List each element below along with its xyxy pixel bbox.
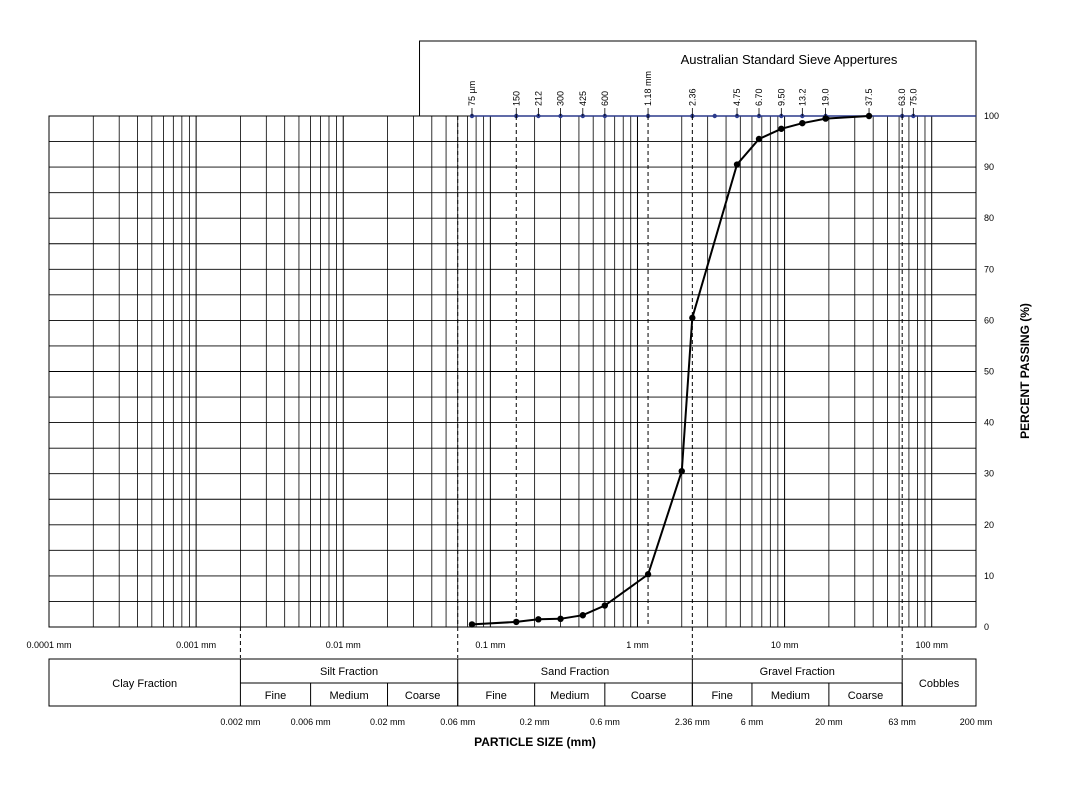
x-tick-label: 1 mm	[626, 640, 649, 650]
grid	[48, 115, 977, 628]
sieve-label: 75 µm	[467, 81, 477, 106]
y-tick-label: 90	[984, 162, 994, 172]
data-point	[468, 621, 476, 628]
data-point	[579, 612, 587, 619]
data-point	[733, 161, 741, 168]
fraction-boundary-label: 0.06 mm	[440, 717, 475, 727]
subfraction-label: Coarse	[848, 690, 883, 702]
subfraction-label: Medium	[550, 690, 589, 702]
data-point	[557, 615, 564, 623]
data-point	[799, 119, 806, 127]
x-axis-label: PARTICLE SIZE (mm)	[474, 735, 596, 749]
y-tick-label: 100	[984, 111, 999, 121]
sieve-header: Australian Standard Sieve Appertures 75 …	[419, 40, 977, 119]
sieve-box-frame	[419, 40, 977, 116]
data-point	[601, 602, 609, 609]
y-tick-label: 0	[984, 622, 989, 632]
y-tick-label: 70	[984, 264, 994, 274]
sieve-label: 19.0	[821, 88, 831, 106]
fraction-label: Clay Fraction	[112, 678, 177, 690]
subfraction-label: Fine	[485, 690, 506, 702]
sieve-label: 150	[511, 91, 521, 106]
dashed-lines	[239, 116, 903, 658]
fraction-boundary-label: 0.006 mm	[291, 717, 331, 727]
subfraction-label: Fine	[265, 690, 286, 702]
x-tick-label: 0.01 mm	[326, 640, 361, 650]
subfraction-label: Medium	[771, 690, 810, 702]
sieve-label: 75.0	[908, 88, 918, 106]
x-tick-label: 0.1 mm	[475, 640, 505, 650]
y-axis: 0 10 20 30 40 50 60 70 80 90 100	[984, 111, 999, 632]
sieve-label: 2.36	[687, 88, 697, 106]
fraction-boundary-label: 20 mm	[815, 717, 843, 727]
fraction-boundary-label: 200 mm	[960, 717, 993, 727]
data-point	[678, 467, 685, 475]
sieve-label: 212	[533, 91, 543, 106]
subfraction-label: Coarse	[631, 690, 666, 702]
data-point	[755, 135, 763, 143]
fraction-boundary-label: 0.6 mm	[590, 717, 620, 727]
x-tick-label: 0.001 mm	[176, 640, 216, 650]
subfraction-label: Medium	[329, 690, 368, 702]
fraction-boundary-label: 63 mm	[888, 717, 916, 727]
fraction-label: Gravel Fraction	[760, 666, 835, 678]
fraction-boundary-label: 2.36 mm	[675, 717, 710, 727]
x-axis: 0.0001 mm 0.001 mm 0.01 mm 0.1 mm 1 mm 10 mm 1…	[26, 640, 947, 650]
y-tick-label: 50	[984, 367, 994, 377]
sieve-label: 6.70	[754, 88, 764, 106]
y-tick-label: 60	[984, 315, 994, 325]
series-layer	[468, 112, 873, 628]
sieve-label: 4.75	[732, 88, 742, 106]
sieve-title: Australian Standard Sieve Appertures	[681, 52, 898, 67]
subfraction-label: Coarse	[405, 690, 440, 702]
data-point	[535, 616, 542, 623]
data-point	[644, 571, 652, 578]
x-tick-label: 0.0001 mm	[26, 640, 71, 650]
sieve-marker	[712, 113, 717, 119]
data-point	[822, 115, 829, 122]
y-tick-label: 80	[984, 213, 994, 223]
sieve-label: 600	[600, 91, 610, 106]
fraction-label: Cobbles	[919, 678, 960, 690]
fraction-table: Clay Fraction Silt Fraction Fine Medium Coar…	[48, 658, 993, 727]
x-tick-label: 10 mm	[771, 640, 799, 650]
sieve-label: 1.18 mm	[643, 71, 653, 106]
fraction-boundary-label: 0.02 mm	[370, 717, 405, 727]
x-tick-label: 100 mm	[915, 640, 948, 650]
y-tick-label: 40	[984, 418, 994, 428]
sieve-label: 13.2	[797, 88, 807, 106]
data-point	[778, 125, 785, 132]
y-tick-label: 30	[984, 469, 994, 479]
sieve-label: 9.50	[776, 88, 786, 106]
y-tick-label: 20	[984, 520, 994, 530]
data-point	[513, 618, 520, 626]
data-point	[689, 314, 696, 322]
sieve-label: 63.0	[897, 88, 907, 106]
data-point	[865, 112, 873, 120]
fraction-boundary-label: 0.002 mm	[220, 717, 260, 727]
fraction-label: Silt Fraction	[320, 666, 378, 678]
subfraction-label: Fine	[711, 690, 732, 702]
y-tick-label: 10	[984, 571, 994, 581]
sieve-label: 37.5	[864, 88, 874, 106]
fraction-boundary-label: 0.2 mm	[520, 717, 550, 727]
fraction-label: Sand Fraction	[541, 666, 609, 678]
fraction-boundary-label: 6 mm	[741, 717, 764, 727]
sieve-label: 300	[556, 91, 566, 106]
y-axis-label: PERCENT PASSING (%)	[1018, 303, 1032, 439]
sieve-label: 425	[578, 91, 588, 106]
